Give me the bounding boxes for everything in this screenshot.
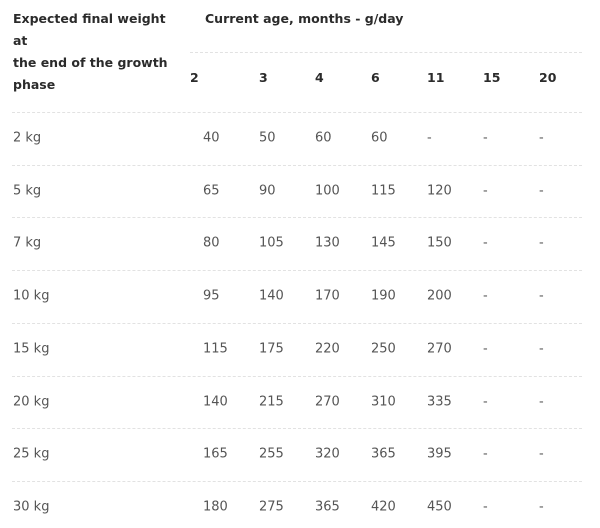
divider [12,112,582,113]
weight-cell: 15 kg [13,341,50,357]
value-cell: - [539,499,544,515]
value-cell: - [539,183,544,199]
value-cell: 275 [259,499,284,515]
weight-cell: 5 kg [13,183,42,199]
value-cell: 250 [371,341,396,357]
value-cell: - [483,394,488,409]
weight-cell: 7 kg [13,235,42,251]
age-header: 6 [371,70,380,85]
value-cell: 145 [371,235,396,251]
value-cell: 170 [315,288,340,304]
value-cell: 140 [203,394,228,409]
divider [12,322,582,324]
value-cell: 130 [315,235,340,251]
divider [12,164,582,166]
value-cell: 335 [427,394,452,409]
value-cell: 140 [259,288,284,304]
value-cell: - [539,130,544,146]
row-header: Expected final weight at the end of the … [13,8,168,96]
age-header: 15 [483,70,501,85]
divider [12,270,582,272]
age-header: 11 [427,70,445,85]
value-cell: 310 [371,394,396,409]
value-cell: 105 [259,235,284,251]
row-header-line: phase [13,77,56,92]
age-header: 4 [315,70,324,85]
age-header: 2 [190,70,199,85]
value-cell: 270 [315,394,340,409]
value-cell: - [539,394,544,409]
value-cell: 120 [427,183,452,199]
value-cell: 200 [427,288,452,304]
weight-cell: 30 kg [13,499,50,515]
value-cell: 165 [203,446,228,462]
weight-cell: 10 kg [13,288,50,304]
value-cell: 320 [315,446,340,462]
age-header: 3 [259,70,268,85]
value-cell: 395 [427,446,452,462]
row-header-line: the end of the growth [13,55,168,70]
value-cell: 90 [259,183,276,199]
divider [12,428,582,430]
value-cell: - [483,183,488,199]
value-cell: - [483,235,488,251]
value-cell: 100 [315,183,340,199]
value-cell: - [539,446,544,462]
value-cell: 50 [259,130,276,146]
age-header: 20 [539,70,557,85]
value-cell: 215 [259,394,284,409]
row-header-line: at [13,33,28,48]
value-cell: 450 [427,499,452,515]
group-title: Current age, months - g/day [205,11,404,26]
value-cell: 190 [371,288,396,304]
value-cell: 220 [315,341,340,357]
value-cell: - [483,130,488,146]
value-cell: 40 [203,130,220,146]
weight-cell: 2 kg [13,130,42,146]
value-cell: 180 [203,499,228,515]
value-cell: - [483,288,488,304]
weight-cell: 25 kg [13,446,50,462]
divider [12,480,582,482]
value-cell: - [539,341,544,357]
value-cell: - [539,288,544,304]
value-cell: 270 [427,341,452,357]
value-cell: - [539,235,544,251]
value-cell: - [483,446,488,462]
value-cell: 80 [203,235,220,251]
value-cell: - [483,341,488,357]
divider [190,52,582,53]
value-cell: - [483,499,488,515]
weight-cell: 20 kg [13,394,50,409]
row-header-line: Expected final weight [13,11,166,26]
value-cell: 175 [259,341,284,357]
value-cell: 95 [203,288,220,304]
value-cell: 65 [203,183,220,199]
value-cell: 150 [427,235,452,251]
value-cell: 255 [259,446,284,462]
value-cell: 365 [371,446,396,462]
value-cell: 365 [315,499,340,515]
value-cell: 420 [371,499,396,515]
divider [12,217,582,219]
divider [12,375,582,377]
value-cell: 60 [315,130,332,146]
value-cell: 115 [203,341,228,357]
value-cell: 115 [371,183,396,199]
value-cell: 60 [371,130,388,146]
value-cell: - [427,130,432,146]
